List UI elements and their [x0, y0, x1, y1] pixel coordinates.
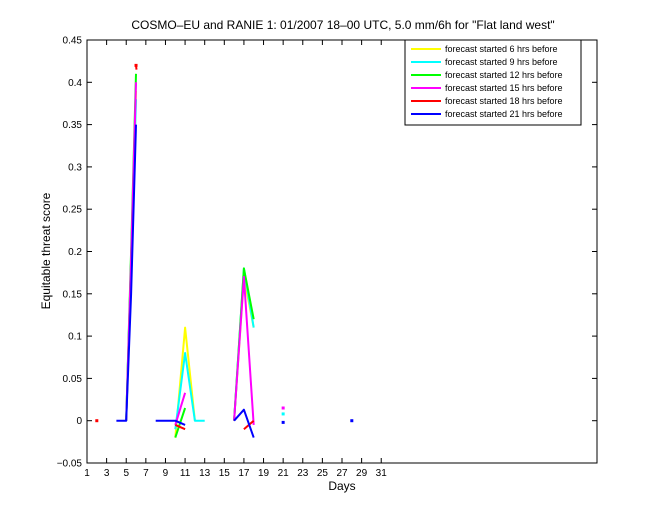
x-tick-label: 15: [219, 468, 231, 479]
legend-label: forecast started 21 hrs before: [445, 109, 563, 119]
legend-label: forecast started 6 hrs before: [445, 44, 558, 54]
y-tick-label: 0.05: [63, 374, 83, 385]
y-tick-label: 0.25: [63, 205, 83, 216]
legend-label: forecast started 12 hrs before: [445, 70, 563, 80]
data-point: [281, 412, 285, 416]
x-tick-label: 1: [84, 468, 90, 479]
series-layer: [95, 63, 354, 438]
x-tick-label: 25: [317, 468, 329, 479]
data-point: [350, 419, 354, 423]
data-point: [281, 406, 285, 410]
x-tick-label: 29: [356, 468, 368, 479]
x-tick-label: 23: [297, 468, 309, 479]
legend-label: forecast started 9 hrs before: [445, 57, 558, 67]
x-tick-label: 19: [258, 468, 270, 479]
x-tick-label: 21: [278, 468, 290, 479]
legend-label: forecast started 15 hrs before: [445, 83, 563, 93]
axis-layer: 1 3 5 7 9 11 13 15 17 19 21 23 25 27 29 31−0.0500.050.1…: [57, 36, 597, 479]
y-axis-title: Equitable threat score: [39, 192, 53, 309]
x-tick-label: 17: [238, 468, 250, 479]
series-line-segment: [233, 408, 255, 438]
data-point: [95, 419, 99, 423]
series-line-segment: [174, 392, 187, 426]
legend-box: [404, 39, 582, 126]
legend-label: forecast started 18 hrs before: [445, 96, 563, 106]
series-line-segment: [155, 419, 186, 426]
data-point: [281, 420, 285, 424]
y-tick-label: 0.15: [63, 289, 83, 300]
y-tick-label: 0.4: [68, 78, 82, 89]
series-line-segment: [174, 423, 186, 431]
data-point: [134, 63, 138, 67]
series-line-segment: [233, 275, 255, 425]
x-tick-label: 9: [163, 468, 169, 479]
series-line-segment: [116, 124, 137, 422]
x-tick-label: 7: [143, 468, 149, 479]
x-axis-title: Days: [328, 479, 355, 493]
series-6: [116, 124, 354, 438]
y-tick-label: −0.05: [57, 459, 83, 470]
y-tick-label: 0.2: [68, 247, 82, 258]
chart-title: COSMO–EU and RANIE 1: 01/2007 18–00 UTC,…: [131, 18, 554, 32]
y-tick-label: 0.35: [63, 120, 83, 131]
series-line-segment: [174, 352, 205, 430]
y-tick-label: 0.1: [68, 332, 82, 343]
x-tick-label: 5: [123, 468, 129, 479]
x-tick-label: 13: [199, 468, 211, 479]
x-tick-label: 27: [336, 468, 348, 479]
legend: forecast started 6 hrs before forecast st…: [404, 39, 582, 126]
x-tick-label: 31: [376, 468, 388, 479]
y-tick-label: 0.3: [68, 162, 82, 173]
y-tick-label: 0.45: [63, 36, 83, 47]
y-tick-label: 0: [76, 416, 82, 427]
x-tick-label: 11: [180, 468, 191, 479]
x-tick-label: 3: [104, 468, 110, 479]
